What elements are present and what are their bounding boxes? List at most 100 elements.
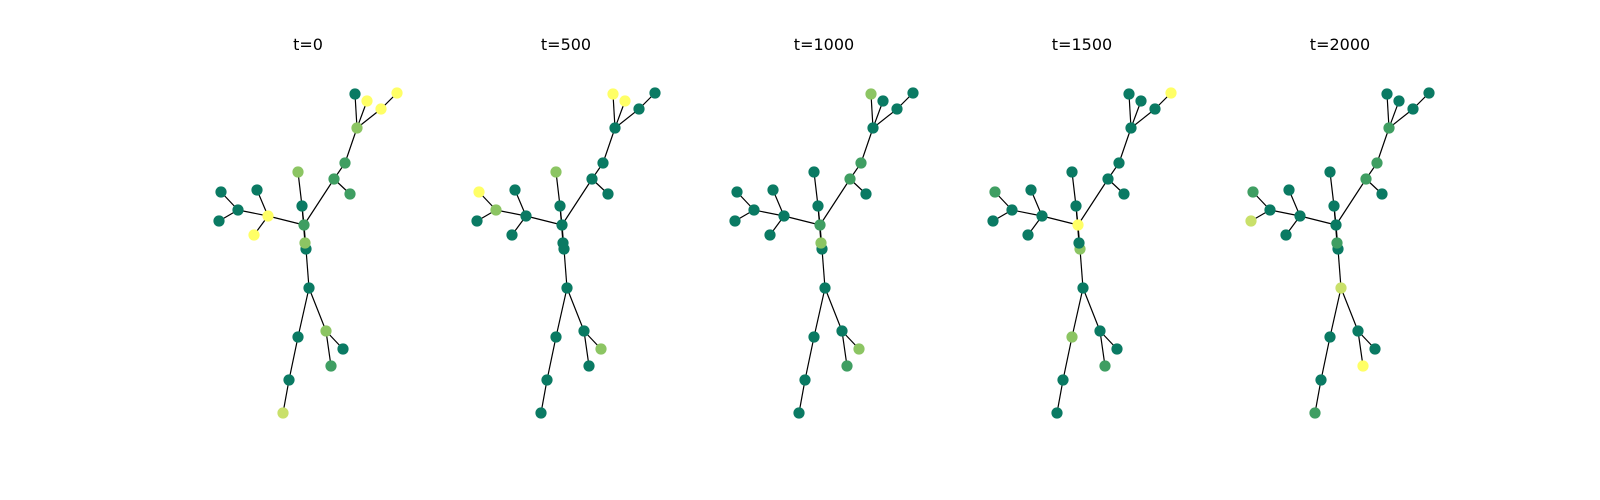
graph-node <box>1036 210 1048 222</box>
graph-node <box>471 215 483 227</box>
graph-node <box>1371 157 1383 169</box>
graph-node <box>649 87 661 99</box>
graph-node <box>607 88 619 100</box>
graph-node <box>349 88 361 100</box>
graph-node <box>490 204 502 216</box>
graph-node <box>907 87 919 99</box>
graph-node <box>1315 374 1327 386</box>
graph-node <box>1070 200 1082 212</box>
graph-node <box>550 166 562 178</box>
graph-node <box>473 186 485 198</box>
graph-node <box>550 331 562 343</box>
graph-node <box>1066 166 1078 178</box>
graph-node <box>1118 188 1130 200</box>
edge <box>525 215 563 226</box>
edge <box>1099 330 1106 367</box>
graph-node <box>812 200 824 212</box>
edge <box>1329 171 1335 207</box>
graph-node <box>1135 95 1147 107</box>
edge <box>1335 178 1367 226</box>
graph-node <box>296 200 308 212</box>
graph-node <box>248 229 260 241</box>
edge <box>1071 287 1084 338</box>
graph-node <box>808 331 820 343</box>
graph-node <box>554 200 566 212</box>
graph-node <box>251 184 263 196</box>
edge <box>819 178 851 226</box>
graph-node <box>1057 374 1069 386</box>
graph-node <box>1022 229 1034 241</box>
graph-node <box>298 219 310 231</box>
graph-node <box>1102 173 1114 185</box>
graph-node <box>814 219 826 231</box>
edge <box>1329 287 1342 338</box>
edge <box>297 287 310 338</box>
graph-node <box>731 186 743 198</box>
nodes <box>729 87 919 419</box>
edge <box>841 330 848 367</box>
graph-node <box>292 331 304 343</box>
panel-2: t=1000 <box>729 35 919 419</box>
panel-title: t=1000 <box>794 35 854 54</box>
graph-node <box>860 188 872 200</box>
graph-node <box>1330 219 1342 231</box>
graph-node <box>1324 331 1336 343</box>
graph-node <box>855 157 867 169</box>
graph-node <box>1072 219 1084 231</box>
edge <box>561 178 593 226</box>
graph-node <box>1280 229 1292 241</box>
graph-node <box>583 360 595 372</box>
graph-node <box>1423 87 1435 99</box>
panel-0: t=0 <box>213 35 403 419</box>
graph-node <box>619 95 631 107</box>
edge <box>1128 93 1132 129</box>
graph-node <box>299 237 311 249</box>
graph-node <box>328 173 340 185</box>
panel-3: t=1500 <box>987 35 1177 419</box>
graph-node <box>1006 204 1018 216</box>
edge <box>1071 171 1077 207</box>
edge <box>1299 215 1337 226</box>
graph-node <box>891 103 903 115</box>
edge <box>1320 336 1331 381</box>
graph-node <box>561 282 573 294</box>
graph-node <box>1073 237 1085 249</box>
graph-node <box>853 343 865 355</box>
panel-4: t=2000 <box>1245 35 1435 419</box>
graph-node <box>541 374 553 386</box>
panels: t=0 t=500 t=1000 t=1500 t=2000 <box>213 35 1435 419</box>
graph-node <box>520 210 532 222</box>
graph-node <box>509 184 521 196</box>
edge <box>555 171 561 207</box>
graph-node <box>1099 360 1111 372</box>
graph-node <box>867 122 879 134</box>
graph-node <box>729 215 741 227</box>
graph-node <box>844 173 856 185</box>
graph-node <box>1165 87 1177 99</box>
graph-node <box>808 166 820 178</box>
graph-node <box>1335 282 1347 294</box>
graph-node <box>1309 407 1321 419</box>
graph-node <box>793 407 805 419</box>
graph-node <box>283 374 295 386</box>
graph-node <box>325 360 337 372</box>
edge <box>303 178 335 226</box>
graph-node <box>1352 325 1364 337</box>
graph-node <box>989 186 1001 198</box>
panel-title: t=500 <box>541 35 591 54</box>
graph-node <box>1111 343 1123 355</box>
edge <box>354 93 358 129</box>
graph-node <box>609 122 621 134</box>
edge <box>297 171 303 207</box>
graph-node <box>841 360 853 372</box>
graph-node <box>1294 210 1306 222</box>
graph-node <box>1094 325 1106 337</box>
graph-node <box>556 219 568 231</box>
edge <box>1386 93 1390 129</box>
graph-node <box>337 343 349 355</box>
edge <box>1062 336 1073 381</box>
graph-node <box>1247 186 1259 198</box>
panel-1: t=500 <box>471 35 661 419</box>
graph-node <box>215 186 227 198</box>
